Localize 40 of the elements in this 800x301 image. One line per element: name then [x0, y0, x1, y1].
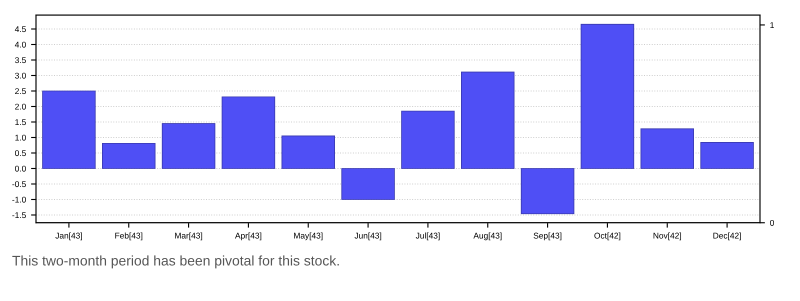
x-tick-label: Oct[42]	[594, 232, 620, 240]
bar	[162, 123, 216, 169]
x-tick-label: Nov[42]	[654, 232, 682, 240]
text: This two-month period has been pivotal for this stock.	[12, 255, 339, 268]
y-tick-label: 0.5	[15, 150, 26, 156]
y2-tick-label: 0	[770, 220, 774, 226]
x-tick-label: Jul[43]	[416, 232, 440, 240]
bar	[401, 110, 455, 169]
y-tick-label: 3.5	[15, 57, 26, 64]
bar	[341, 168, 395, 200]
x-tick-label: Jan[43]	[55, 232, 82, 240]
bar	[640, 128, 694, 169]
x-tick-label: Jun[43]	[354, 232, 382, 240]
bar	[222, 96, 276, 169]
bar	[102, 142, 156, 169]
bar	[580, 24, 634, 169]
y-tick-label: -1.5	[12, 212, 26, 218]
x-tick-label: Dec[42]	[713, 232, 741, 240]
bar	[42, 90, 96, 169]
x-tick-label: May[43]	[294, 232, 322, 240]
x-tick-label: Mar[43]	[175, 232, 202, 240]
y-tick-label: -1.0	[12, 196, 26, 203]
y-tick-label: 1.0	[15, 134, 26, 141]
x-tick-label: Feb[43]	[115, 232, 142, 240]
bar	[520, 168, 574, 214]
bar	[282, 136, 335, 169]
x-tick-label: Apr[43]	[234, 232, 262, 240]
x-tick-label: Sep[43]	[534, 232, 562, 240]
y-tick-label: 1.5	[15, 119, 26, 126]
y-tick-label: 2.5	[15, 88, 26, 94]
y-tick-label: 3.0	[15, 72, 26, 79]
bar	[461, 72, 514, 169]
y2-tick-label: 1	[770, 22, 774, 28]
x-tick-label: Aug[43]	[473, 232, 502, 240]
y-tick-label: 2.0	[15, 104, 26, 110]
y-tick-label: 4.0	[14, 42, 26, 48]
y-tick-label: 4.5	[14, 26, 26, 32]
y-tick-label: 0.0	[15, 166, 26, 172]
y-tick-label: -0.5	[12, 181, 26, 188]
bar	[700, 142, 754, 169]
